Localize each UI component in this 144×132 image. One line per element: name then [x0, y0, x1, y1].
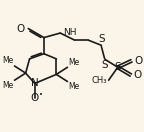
Text: S: S	[101, 60, 108, 70]
Text: O: O	[17, 23, 25, 34]
Text: Me: Me	[3, 56, 14, 65]
Text: Me: Me	[68, 58, 79, 67]
Text: Me: Me	[3, 81, 14, 90]
Text: •: •	[39, 92, 43, 98]
Text: O: O	[134, 56, 142, 66]
Text: S: S	[114, 62, 121, 72]
Text: O: O	[133, 70, 142, 80]
Text: Me: Me	[68, 82, 79, 91]
Text: CH₃: CH₃	[92, 76, 107, 85]
Text: S: S	[98, 34, 105, 44]
Text: NH: NH	[64, 28, 77, 37]
Text: O: O	[31, 93, 39, 103]
Text: N: N	[31, 78, 39, 88]
